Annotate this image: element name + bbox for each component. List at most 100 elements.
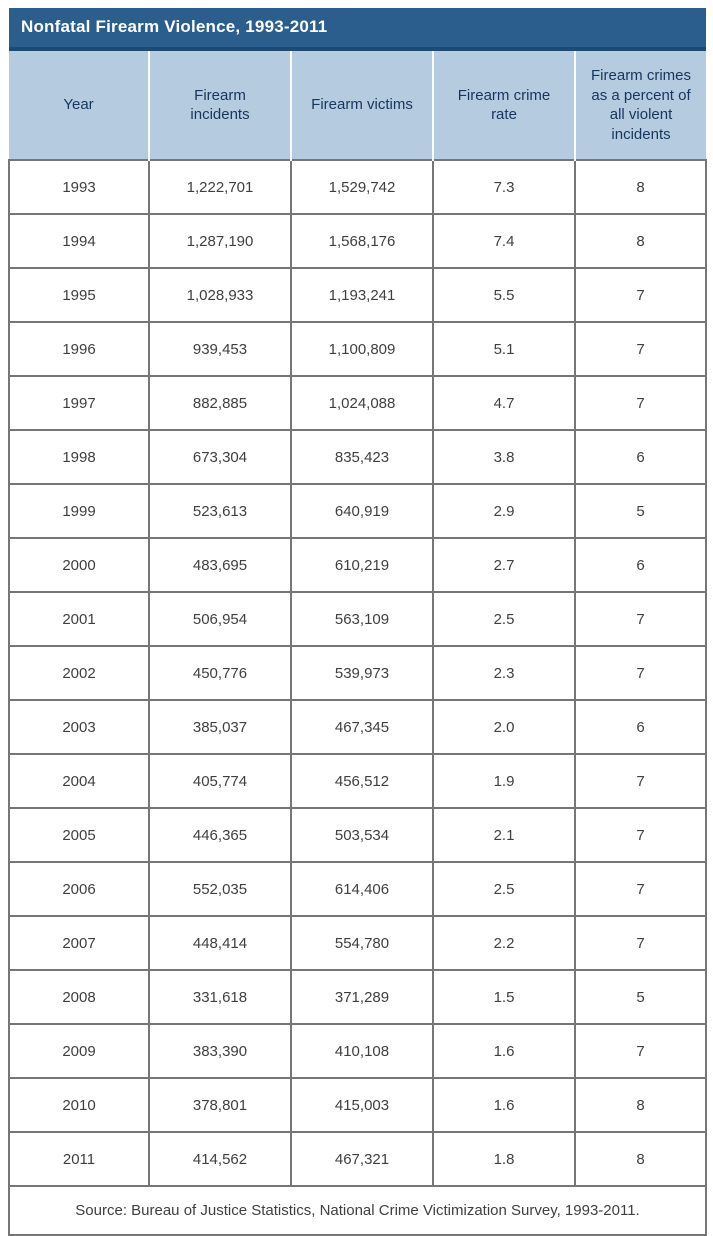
cell-incidents: 1,222,701 bbox=[148, 159, 292, 215]
table-row: 1995 1,028,933 1,193,241 5.5 7 bbox=[8, 267, 708, 323]
table-row: 2009 383,390 410,108 1.6 7 bbox=[8, 1023, 708, 1079]
cell-year: 1999 bbox=[8, 483, 150, 539]
cell-victims: 835,423 bbox=[290, 429, 434, 485]
cell-percent-violent: 6 bbox=[573, 699, 708, 755]
cell-victims: 1,529,742 bbox=[290, 159, 434, 215]
cell-incidents: 1,028,933 bbox=[148, 267, 292, 323]
cell-crime-rate: 4.7 bbox=[432, 375, 576, 431]
cell-incidents: 414,562 bbox=[148, 1131, 292, 1187]
cell-percent-violent: 8 bbox=[573, 213, 708, 269]
column-header-percent-violent: Firearm crimes as a percent of all viole… bbox=[575, 49, 707, 160]
cell-year: 2008 bbox=[8, 969, 150, 1025]
cell-percent-violent: 6 bbox=[573, 429, 708, 485]
table-row: 2000 483,695 610,219 2.7 6 bbox=[8, 537, 708, 593]
cell-percent-violent: 5 bbox=[573, 483, 708, 539]
cell-victims: 1,024,088 bbox=[290, 375, 434, 431]
column-header-year: Year bbox=[9, 49, 150, 160]
column-header-incidents: Firearm incidents bbox=[149, 49, 292, 160]
cell-year: 2009 bbox=[8, 1023, 150, 1079]
cell-year: 2007 bbox=[8, 915, 150, 971]
cell-percent-violent: 8 bbox=[573, 1131, 708, 1187]
cell-year: 2006 bbox=[8, 861, 150, 917]
column-header-crime-rate: Firearm crime rate bbox=[433, 49, 576, 160]
cell-incidents: 882,885 bbox=[148, 375, 292, 431]
cell-crime-rate: 1.5 bbox=[432, 969, 576, 1025]
page-root: Nonfatal Firearm Violence, 1993-2011 Yea… bbox=[7, 8, 708, 1236]
cell-victims: 1,193,241 bbox=[290, 267, 434, 323]
cell-year: 1997 bbox=[8, 375, 150, 431]
cell-victims: 503,534 bbox=[290, 807, 434, 863]
cell-victims: 640,919 bbox=[290, 483, 434, 539]
cell-percent-violent: 7 bbox=[573, 1023, 708, 1079]
table-row: 2004 405,774 456,512 1.9 7 bbox=[8, 753, 708, 809]
source-row: Source: Bureau of Justice Statistics, Na… bbox=[7, 1185, 708, 1236]
table-row: 1993 1,222,701 1,529,742 7.3 8 bbox=[8, 159, 708, 215]
cell-victims: 415,003 bbox=[290, 1077, 434, 1133]
cell-victims: 539,973 bbox=[290, 645, 434, 701]
cell-percent-violent: 7 bbox=[573, 861, 708, 917]
cell-crime-rate: 5.1 bbox=[432, 321, 576, 377]
cell-year: 1995 bbox=[8, 267, 150, 323]
column-header-row: Year Firearm incidents Firearm victims F… bbox=[9, 49, 707, 160]
cell-crime-rate: 2.7 bbox=[432, 537, 576, 593]
cell-incidents: 523,613 bbox=[148, 483, 292, 539]
cell-crime-rate: 5.5 bbox=[432, 267, 576, 323]
cell-crime-rate: 2.5 bbox=[432, 861, 576, 917]
cell-percent-violent: 7 bbox=[573, 591, 708, 647]
table-row: 2007 448,414 554,780 2.2 7 bbox=[8, 915, 708, 971]
cell-victims: 1,568,176 bbox=[290, 213, 434, 269]
table-row: 2001 506,954 563,109 2.5 7 bbox=[8, 591, 708, 647]
cell-crime-rate: 7.3 bbox=[432, 159, 576, 215]
cell-crime-rate: 2.9 bbox=[432, 483, 576, 539]
cell-crime-rate: 2.2 bbox=[432, 915, 576, 971]
cell-crime-rate: 2.5 bbox=[432, 591, 576, 647]
cell-incidents: 506,954 bbox=[148, 591, 292, 647]
cell-victims: 614,406 bbox=[290, 861, 434, 917]
firearm-violence-table: Nonfatal Firearm Violence, 1993-2011 Yea… bbox=[7, 8, 708, 1236]
cell-crime-rate: 1.9 bbox=[432, 753, 576, 809]
cell-percent-violent: 7 bbox=[573, 321, 708, 377]
cell-year: 2004 bbox=[8, 753, 150, 809]
cell-percent-violent: 7 bbox=[573, 267, 708, 323]
cell-victims: 554,780 bbox=[290, 915, 434, 971]
cell-percent-violent: 6 bbox=[573, 537, 708, 593]
cell-crime-rate: 1.6 bbox=[432, 1077, 576, 1133]
cell-victims: 610,219 bbox=[290, 537, 434, 593]
table-row: 1996 939,453 1,100,809 5.1 7 bbox=[8, 321, 708, 377]
cell-incidents: 450,776 bbox=[148, 645, 292, 701]
table-row: 2005 446,365 503,534 2.1 7 bbox=[8, 807, 708, 863]
cell-victims: 371,289 bbox=[290, 969, 434, 1025]
cell-crime-rate: 1.6 bbox=[432, 1023, 576, 1079]
cell-incidents: 939,453 bbox=[148, 321, 292, 377]
cell-crime-rate: 2.0 bbox=[432, 699, 576, 755]
table-row: 2011 414,562 467,321 1.8 8 bbox=[8, 1131, 708, 1187]
cell-year: 2011 bbox=[8, 1131, 150, 1187]
table-row: 2006 552,035 614,406 2.5 7 bbox=[8, 861, 708, 917]
cell-percent-violent: 8 bbox=[573, 159, 708, 215]
cell-crime-rate: 1.8 bbox=[432, 1131, 576, 1187]
table-title: Nonfatal Firearm Violence, 1993-2011 bbox=[9, 8, 707, 51]
cell-year: 2010 bbox=[8, 1077, 150, 1133]
cell-incidents: 1,287,190 bbox=[148, 213, 292, 269]
table-row: 2010 378,801 415,003 1.6 8 bbox=[8, 1077, 708, 1133]
cell-year: 1998 bbox=[8, 429, 150, 485]
cell-victims: 1,100,809 bbox=[290, 321, 434, 377]
cell-incidents: 448,414 bbox=[148, 915, 292, 971]
cell-crime-rate: 2.1 bbox=[432, 807, 576, 863]
table-row: 1998 673,304 835,423 3.8 6 bbox=[8, 429, 708, 485]
table-row: 1994 1,287,190 1,568,176 7.4 8 bbox=[8, 213, 708, 269]
table-row: 1999 523,613 640,919 2.9 5 bbox=[8, 483, 708, 539]
cell-incidents: 385,037 bbox=[148, 699, 292, 755]
table-row: 2008 331,618 371,289 1.5 5 bbox=[8, 969, 708, 1025]
cell-percent-violent: 7 bbox=[573, 753, 708, 809]
cell-crime-rate: 3.8 bbox=[432, 429, 576, 485]
title-row: Nonfatal Firearm Violence, 1993-2011 bbox=[9, 8, 707, 51]
cell-percent-violent: 8 bbox=[573, 1077, 708, 1133]
table-row: 2003 385,037 467,345 2.0 6 bbox=[8, 699, 708, 755]
cell-incidents: 446,365 bbox=[148, 807, 292, 863]
cell-year: 1996 bbox=[8, 321, 150, 377]
cell-victims: 467,345 bbox=[290, 699, 434, 755]
cell-crime-rate: 7.4 bbox=[432, 213, 576, 269]
cell-victims: 410,108 bbox=[290, 1023, 434, 1079]
cell-year: 2000 bbox=[8, 537, 150, 593]
